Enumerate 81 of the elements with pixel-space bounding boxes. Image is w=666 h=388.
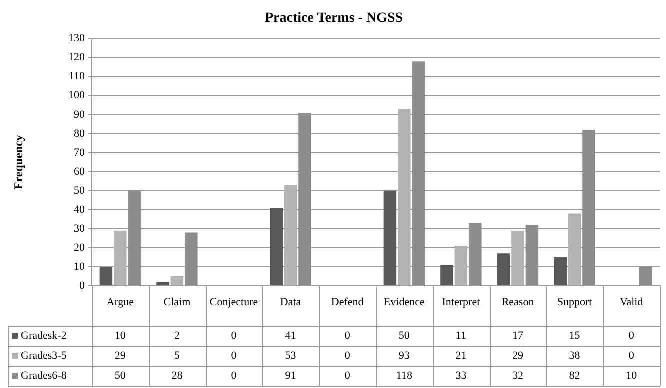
data-label: 32 bbox=[512, 370, 524, 382]
y-tick-label: 30 bbox=[74, 222, 86, 235]
y-tick-label: 110 bbox=[68, 70, 86, 83]
bar bbox=[128, 190, 141, 286]
data-label: 0 bbox=[344, 350, 351, 362]
y-tick-label: 130 bbox=[68, 32, 86, 45]
data-label: 10 bbox=[114, 330, 126, 342]
data-label: 28 bbox=[172, 370, 184, 382]
data-label: 38 bbox=[569, 350, 581, 362]
data-label: 15 bbox=[569, 330, 581, 342]
data-label: 0 bbox=[231, 350, 238, 362]
data-label: 91 bbox=[285, 370, 296, 382]
bar bbox=[398, 109, 411, 286]
data-label: 93 bbox=[398, 350, 410, 362]
x-tick-label: Support bbox=[557, 296, 592, 308]
x-tick-label: Interpret bbox=[442, 296, 480, 308]
y-tick-label: 100 bbox=[68, 90, 86, 102]
bar bbox=[100, 266, 113, 286]
y-tick-label: 50 bbox=[74, 184, 86, 197]
x-tick-label: Evidence bbox=[384, 296, 425, 308]
legend-label: Gradesk-2 bbox=[21, 330, 67, 342]
y-tick-label: 90 bbox=[74, 108, 86, 121]
data-label: 17 bbox=[512, 330, 524, 342]
data-label: 10 bbox=[626, 370, 638, 382]
bar bbox=[384, 190, 397, 286]
y-tick-label: 0 bbox=[80, 280, 86, 292]
data-label: 0 bbox=[344, 330, 351, 342]
data-label: 118 bbox=[396, 370, 413, 382]
bar bbox=[170, 276, 184, 286]
data-label: 29 bbox=[114, 350, 126, 362]
bar bbox=[156, 282, 170, 286]
y-tick-label: 70 bbox=[74, 146, 86, 159]
chart-title: Practice Terms - NGSS bbox=[264, 11, 404, 26]
data-label: 0 bbox=[628, 350, 635, 362]
data-label: 82 bbox=[569, 370, 580, 382]
bar bbox=[497, 254, 510, 286]
data-label: 0 bbox=[344, 370, 351, 382]
bar bbox=[582, 130, 596, 286]
bar bbox=[185, 232, 198, 286]
bar bbox=[412, 62, 425, 286]
bar bbox=[526, 225, 539, 286]
bar bbox=[554, 257, 567, 286]
data-label: 50 bbox=[398, 330, 410, 342]
y-tick-label: 120 bbox=[68, 52, 86, 64]
bar bbox=[512, 230, 524, 286]
bar bbox=[469, 223, 482, 286]
data-label: 33 bbox=[456, 370, 468, 382]
data-label: 2 bbox=[174, 330, 180, 342]
data-label: 53 bbox=[285, 350, 297, 362]
data-label: 0 bbox=[231, 370, 238, 382]
bar bbox=[270, 208, 283, 286]
data-label: 0 bbox=[628, 330, 635, 342]
bar bbox=[454, 246, 468, 286]
x-tick-label: Defend bbox=[331, 296, 364, 308]
y-axis-title: Frequency bbox=[11, 135, 26, 190]
x-tick-label: Argue bbox=[106, 296, 134, 308]
y-tick-label: 20 bbox=[74, 242, 86, 254]
bar bbox=[440, 265, 454, 286]
bar bbox=[284, 185, 298, 286]
bar bbox=[298, 112, 312, 286]
y-tick-label: 80 bbox=[74, 128, 86, 140]
x-tick-label: Data bbox=[280, 296, 302, 308]
y-tick-label: 40 bbox=[74, 204, 86, 216]
x-tick-label: Claim bbox=[164, 296, 192, 308]
data-label: 0 bbox=[231, 330, 238, 342]
legend-label: Grades3-5 bbox=[21, 350, 68, 362]
x-tick-label: Conjecture bbox=[210, 296, 258, 308]
y-tick-label: 10 bbox=[74, 260, 86, 273]
data-label: 21 bbox=[456, 350, 467, 362]
bar bbox=[568, 214, 582, 286]
x-tick-label: Valid bbox=[620, 296, 644, 308]
bar bbox=[639, 266, 652, 286]
legend-label: Grades6-8 bbox=[21, 370, 68, 382]
bar bbox=[114, 230, 127, 286]
x-tick-label: Reason bbox=[502, 296, 535, 308]
data-label: 29 bbox=[512, 350, 524, 362]
data-label: 41 bbox=[285, 330, 296, 342]
data-label: 11 bbox=[456, 330, 466, 342]
data-label: 5 bbox=[174, 350, 180, 362]
data-label: 50 bbox=[114, 370, 126, 382]
y-tick-label: 60 bbox=[74, 166, 86, 178]
